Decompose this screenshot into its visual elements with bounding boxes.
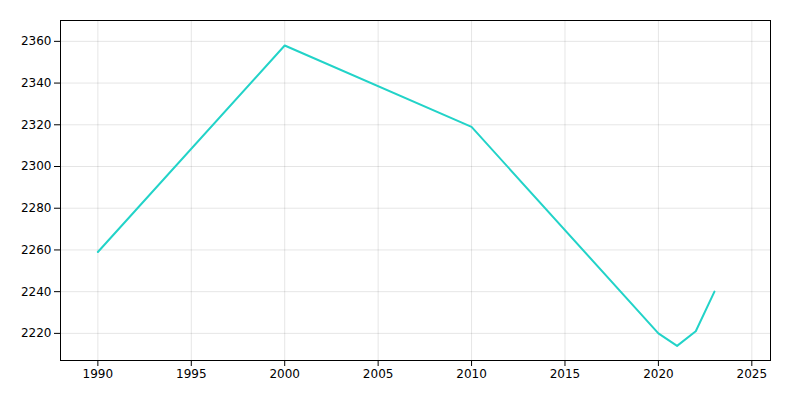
- svg-text:2240: 2240: [21, 285, 52, 299]
- svg-text:2260: 2260: [21, 243, 52, 257]
- svg-text:2020: 2020: [643, 367, 674, 381]
- svg-text:1995: 1995: [176, 367, 207, 381]
- svg-text:2005: 2005: [363, 367, 394, 381]
- svg-text:1990: 1990: [83, 367, 114, 381]
- svg-text:2360: 2360: [21, 34, 52, 48]
- svg-text:2280: 2280: [21, 201, 52, 215]
- svg-text:2010: 2010: [456, 367, 487, 381]
- svg-text:2000: 2000: [269, 367, 300, 381]
- svg-text:2025: 2025: [737, 367, 768, 381]
- svg-text:2220: 2220: [21, 326, 52, 340]
- svg-text:2300: 2300: [21, 159, 52, 173]
- svg-text:2320: 2320: [21, 118, 52, 132]
- svg-text:2340: 2340: [21, 76, 52, 90]
- svg-text:2015: 2015: [550, 367, 581, 381]
